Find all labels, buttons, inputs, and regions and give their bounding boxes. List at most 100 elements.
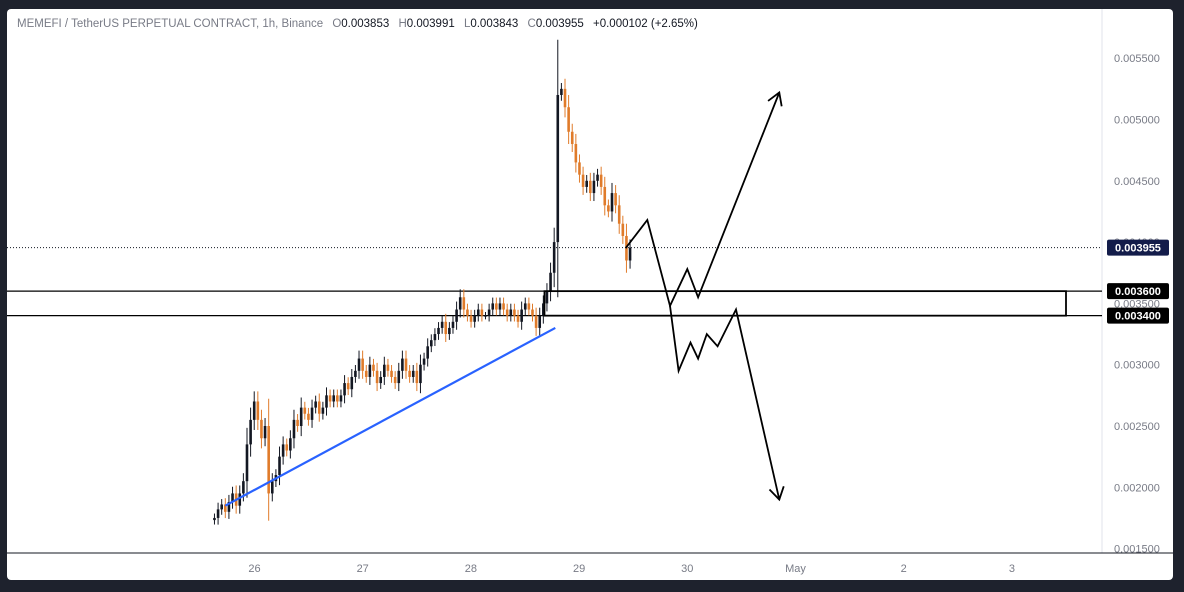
candle-up: [278, 456, 281, 476]
time-axis[interactable]: 26 27 28 29 30 May 2 3: [248, 563, 1015, 575]
open-label: O: [332, 18, 342, 30]
price-tick-label: 0.002000: [1114, 482, 1160, 494]
candle-up: [354, 370, 357, 377]
candle-down: [224, 504, 227, 512]
gridlines: [7, 9, 1173, 554]
symbol-title[interactable]: MEMEFI / TetherUS PERPETUAL CONTRACT, 1h…: [17, 18, 324, 30]
candle-down: [513, 309, 516, 316]
bullish-arrowhead: [767, 90, 783, 107]
candles: [213, 39, 632, 525]
candle-down: [260, 419, 263, 439]
candle-up: [509, 309, 513, 316]
candle-down: [516, 315, 520, 322]
bearish-scenario-path[interactable]: [669, 305, 781, 500]
candle-up: [429, 340, 433, 347]
time-tick-label: 27: [357, 563, 369, 575]
candle-up: [252, 401, 256, 420]
candle-down: [534, 315, 538, 328]
candle-up: [476, 309, 480, 316]
candle-down: [364, 370, 368, 377]
price-tick-label: 0.001500: [1114, 544, 1160, 556]
candle-up: [401, 358, 404, 371]
last-price-tag: 0.003955: [1115, 243, 1161, 255]
drawings: [224, 90, 1067, 507]
candle-down: [480, 309, 484, 316]
bearish-arrowhead: [768, 486, 785, 502]
candle-up: [339, 395, 343, 402]
candle-up: [245, 444, 249, 482]
candle-down: [285, 444, 289, 451]
candle-down: [567, 107, 570, 132]
candle-up: [216, 509, 220, 518]
candle-down: [574, 144, 578, 163]
chart-panel[interactable]: 0.001500 0.002000 0.002500 0.003000 0.003500…: [7, 9, 1173, 580]
candle-up: [523, 303, 527, 310]
ascending-trendline[interactable]: [224, 326, 556, 507]
time-tick-label: 3: [1009, 563, 1015, 575]
bullish-scenario-path[interactable]: [624, 92, 781, 309]
candle-up: [238, 493, 242, 506]
candle-down: [462, 297, 466, 310]
candle-up: [437, 327, 440, 335]
candle-up: [538, 315, 542, 328]
price-tick-label: 0.003500: [1114, 298, 1160, 310]
candle-down: [386, 364, 390, 371]
candle-down: [617, 205, 621, 224]
candle-up: [281, 444, 285, 457]
candle-up: [321, 407, 325, 414]
candle-up: [610, 193, 614, 212]
candle-up: [213, 517, 216, 521]
time-tick-label: 2: [901, 563, 907, 575]
candle-up: [592, 180, 596, 194]
high-value: 0.003991: [406, 18, 455, 30]
time-tick-label: 26: [248, 563, 260, 575]
price-chart[interactable]: 0.001500 0.002000 0.002500 0.003000 0.003500…: [7, 9, 1173, 580]
candle-down: [603, 186, 607, 206]
candle-down: [361, 358, 364, 371]
candle-down: [307, 413, 310, 420]
candle-up: [455, 309, 458, 322]
demand-zone-box[interactable]: [543, 290, 1067, 317]
candle-up: [299, 407, 303, 426]
candle-up: [310, 407, 314, 420]
candle-up: [411, 370, 415, 377]
candle-up: [440, 321, 444, 328]
candle-up: [451, 321, 455, 328]
candle-down: [527, 303, 531, 310]
high-label: H: [398, 18, 407, 30]
candle-up: [487, 309, 491, 316]
candle-down: [607, 205, 610, 212]
candle-up: [560, 88, 563, 95]
candle-down: [256, 401, 260, 420]
candle-down: [581, 174, 585, 187]
candle-down: [502, 303, 505, 310]
candle-down: [495, 303, 498, 310]
candle-up: [596, 174, 599, 181]
candle-up: [242, 481, 245, 494]
candle-down: [336, 395, 339, 402]
candle-up: [585, 180, 588, 187]
candle-up: [433, 334, 437, 341]
candle-down: [621, 223, 625, 236]
candle-up: [270, 481, 274, 494]
time-tick-label: May: [785, 563, 806, 575]
candle-up: [314, 401, 317, 408]
price-axis[interactable]: 0.001500 0.002000 0.002500 0.003000 0.003500…: [1114, 53, 1160, 555]
close-value: 0.003955: [535, 18, 584, 30]
candle-down: [505, 309, 509, 316]
candle-down: [570, 131, 574, 145]
candle-up: [383, 364, 386, 377]
candle-up: [520, 309, 523, 322]
candle-up: [289, 438, 292, 451]
last-price-tag-bg: [1107, 239, 1169, 256]
candle-up: [484, 315, 487, 317]
candle-up: [332, 395, 336, 402]
candle-up: [231, 493, 234, 503]
candle-up: [422, 358, 426, 365]
candle-up: [343, 383, 346, 396]
time-tick-label: 29: [573, 563, 585, 575]
low-label: L: [463, 18, 471, 30]
candle-up: [379, 376, 383, 384]
level-price-tag-bg: [1107, 307, 1169, 324]
candle-up: [263, 426, 267, 439]
